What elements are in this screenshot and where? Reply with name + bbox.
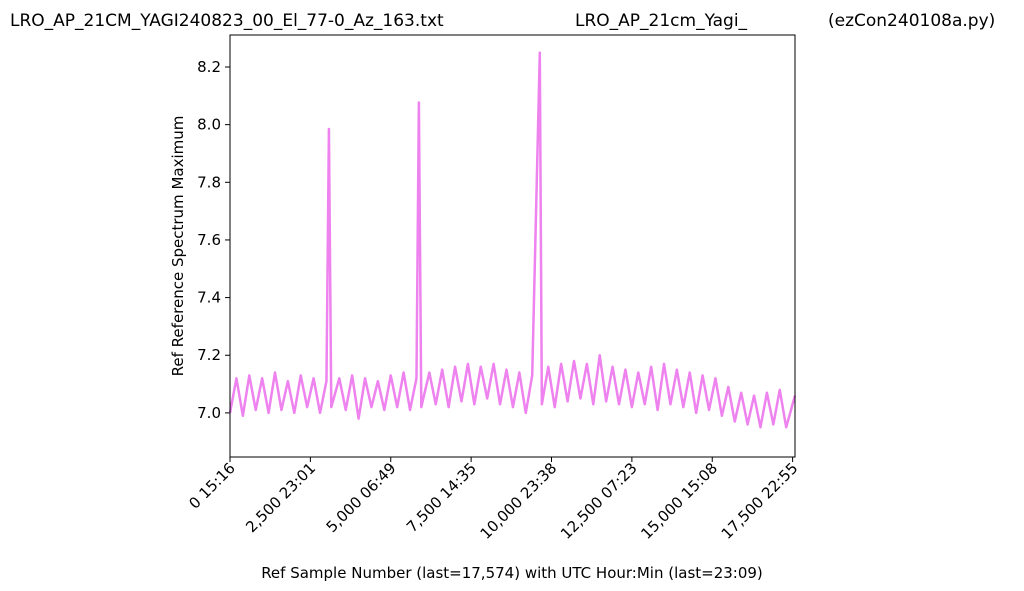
title-right: (ezCon240108a.py) [828,11,995,31]
x-axis-label: Ref Sample Number (last=17,574) with UTC… [261,564,763,582]
y-tick-label: 7.6 [197,231,221,249]
data-line [228,51,797,429]
y-tick-label: 8.0 [197,116,221,134]
plot-frame [229,34,796,458]
x-tick-label: 0 15:16 [185,459,238,512]
title-center: LRO_AP_21cm_Yagi_ [575,11,748,31]
x-tick-label: 17,500 22:55 [718,459,802,543]
x-tick-label: 12,500 07:23 [557,459,641,543]
y-tick-label: 8.2 [197,58,221,76]
x-tick-label: 15,000 15:08 [637,459,721,543]
x-tick-label: 7,500 14:35 [403,459,480,536]
x-tick-label: 2,500 23:01 [242,459,319,536]
y-tick-label: 7.0 [197,404,221,422]
y-axis-label: Ref Reference Spectrum Maximum [169,116,187,377]
y-tick-label: 7.2 [197,346,221,364]
title-left: LRO_AP_21CM_YAGI240823_00_El_77-0_Az_163… [10,11,444,31]
y-tick-label: 7.4 [197,289,221,307]
x-tick-label: 10,000 23:38 [477,459,561,543]
x-tick-label: 5,000 06:49 [323,459,400,536]
y-tick-label: 7.8 [197,173,221,191]
